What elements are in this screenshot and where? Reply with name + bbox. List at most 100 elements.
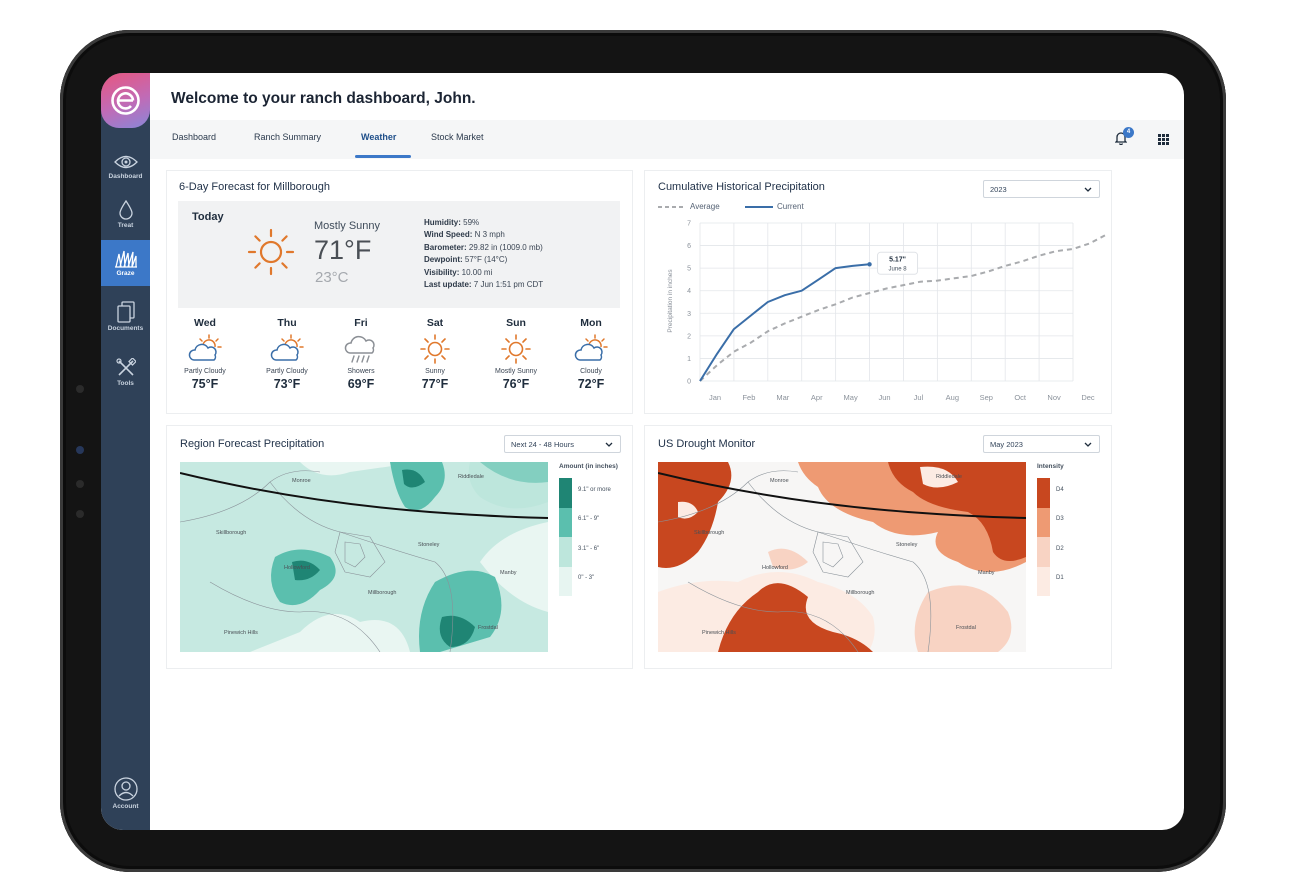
map-town-label: Monroe	[770, 478, 789, 484]
logo-e-icon	[111, 86, 140, 115]
sun-icon	[247, 228, 295, 276]
today-panel: Today Mostly Sunny 71°F 23°C Humidity: 5…	[178, 201, 620, 308]
sidebar-item-label: Tools	[117, 380, 134, 387]
day-temp: 73°F	[273, 377, 301, 391]
legend-swatch	[1037, 507, 1050, 537]
sidebar-item-account[interactable]: Account	[101, 777, 150, 810]
sidebar-item-graze[interactable]: Graze	[101, 240, 150, 286]
tab-stock-market[interactable]: Stock Market	[431, 132, 484, 142]
sidebar-item-label: Account	[112, 803, 139, 810]
app-logo[interactable]	[101, 73, 150, 128]
forecast-day: Wed Partly Cloudy 75°F	[174, 317, 236, 391]
tab-weather[interactable]: Weather	[361, 132, 397, 142]
sidebar-item-dashboard[interactable]: Dashboard	[101, 153, 150, 180]
apps-grid-icon[interactable]	[1158, 134, 1169, 145]
x-tick-label: Dec	[1081, 393, 1095, 402]
today-details: Humidity: 59% Wind Speed: N 3 mph Barome…	[424, 217, 543, 291]
forecast-day: Thu Partly Cloudy 73°F	[256, 317, 318, 391]
detail-visibility: Visibility: 10.00 mi	[424, 267, 493, 277]
account-icon	[113, 777, 138, 801]
drought-monitor-card: US Drought Monitor May 2023 M	[644, 425, 1112, 669]
forecast-day: Fri Showers 69°F	[330, 317, 392, 391]
map-town-label: Monroe	[292, 478, 311, 484]
partly-cloudy-icon	[174, 333, 236, 367]
drought-map[interactable]: Monroe Riddledale Skillborough Stoneley …	[658, 462, 1026, 652]
legend-swatch	[559, 478, 572, 508]
legend-average-swatch	[658, 206, 686, 208]
showers-icon	[330, 333, 392, 367]
legend-label: D4	[1056, 487, 1064, 493]
legend-swatch	[559, 566, 572, 596]
region-title: Region Forecast Precipitation	[180, 438, 325, 450]
precipitation-chart: Precipitation in inches 0 1 2 3 4 5 6 7 Jan Feb Ma…	[667, 221, 1108, 402]
precipitation-map[interactable]: Monroe Riddledale Skillborough Stoneley …	[180, 462, 548, 652]
sidebar-item-tools[interactable]: Tools	[101, 358, 150, 387]
documents-icon	[116, 301, 135, 323]
day-name: Sun	[506, 317, 526, 329]
legend-label: 6.1" - 9"	[578, 516, 600, 522]
map-town-label: Pinewich Hills	[224, 630, 258, 636]
legend-label: D1	[1056, 575, 1064, 581]
x-tick-label: Jun	[878, 393, 890, 402]
region-forecast-card: Region Forecast Precipitation Next 24 - …	[166, 425, 633, 669]
map-town-label: Riddledale	[458, 474, 484, 480]
sidebar-item-treat[interactable]: Treat	[101, 200, 150, 229]
sidebar: Dashboard Treat Graze Documents	[101, 73, 150, 830]
x-tick-label: Jul	[914, 393, 924, 402]
chevron-down-icon	[1084, 442, 1092, 447]
legend-average: Average	[690, 202, 720, 211]
legend-swatch	[1037, 566, 1050, 596]
day-condition: Cloudy	[580, 368, 602, 375]
map-town-label: Skillborough	[694, 530, 724, 536]
sidebar-item-label: Graze	[116, 270, 135, 277]
region-legend-title: Amount (in inches)	[559, 463, 618, 470]
forecast-card: 6-Day Forecast for Millborough Today Mos…	[166, 170, 633, 414]
x-tick-label: Nov	[1047, 393, 1061, 402]
series-line-average	[699, 233, 1108, 382]
map-town-label: Stoneley	[896, 542, 918, 548]
legend-swatch	[1037, 478, 1050, 508]
precipitation-title: Cumulative Historical Precipitation	[658, 181, 825, 193]
map-town-label: Frostdal	[956, 625, 976, 631]
sidebar-item-documents[interactable]: Documents	[101, 301, 150, 332]
month-select[interactable]: May 2023	[983, 435, 1100, 453]
day-temp: 76°F	[502, 377, 530, 391]
chevron-down-icon	[605, 442, 613, 447]
day-temp: 77°F	[421, 377, 449, 391]
y-axis-label: Precipitation in inches	[667, 269, 674, 333]
region-legend-scale	[559, 478, 572, 596]
day-name: Fri	[354, 317, 368, 329]
chevron-down-icon	[1084, 187, 1092, 192]
x-tick-label: Mar	[776, 393, 789, 402]
x-tick-label: Jan	[709, 393, 721, 402]
map-town-label: Pinewich Hills	[702, 630, 736, 636]
tab-ranch-summary[interactable]: Ranch Summary	[254, 132, 322, 142]
detail-last-update: Last update: 7 Jun 1:51 pm CDT	[424, 280, 544, 290]
year-select[interactable]: 2023	[983, 180, 1100, 198]
x-tick-label: Apr	[811, 393, 823, 402]
series-line-current	[699, 263, 870, 382]
tablet-sensor	[76, 480, 84, 488]
y-tick-label: 3	[687, 311, 691, 318]
tablet-sensor	[76, 385, 84, 393]
day-condition: Partly Cloudy	[184, 368, 226, 375]
legend-swatch	[1037, 537, 1050, 567]
drought-legend-scale	[1037, 478, 1050, 596]
day-name: Thu	[277, 317, 297, 329]
y-tick-label: 6	[687, 243, 691, 250]
timeframe-select[interactable]: Next 24 - 48 Hours	[504, 435, 621, 453]
map-town-label: Riddledale	[936, 474, 962, 480]
map-town-label: Hollowford	[284, 565, 310, 571]
annotation-point	[867, 262, 872, 267]
x-tick-label: Feb	[742, 393, 755, 402]
map-town-label: Manby	[978, 570, 995, 576]
today-condition: Mostly Sunny	[314, 220, 381, 232]
y-tick-label: 0	[687, 379, 691, 386]
sun-icon	[485, 333, 547, 367]
tab-dashboard[interactable]: Dashboard	[172, 132, 217, 142]
legend-swatch	[559, 537, 572, 567]
y-tick-label: 5	[687, 266, 691, 273]
detail-dewpoint: Dewpoint: 57°F (14°C)	[424, 255, 508, 265]
tablet-sensor	[76, 446, 84, 454]
partly-cloudy-icon	[256, 333, 318, 367]
